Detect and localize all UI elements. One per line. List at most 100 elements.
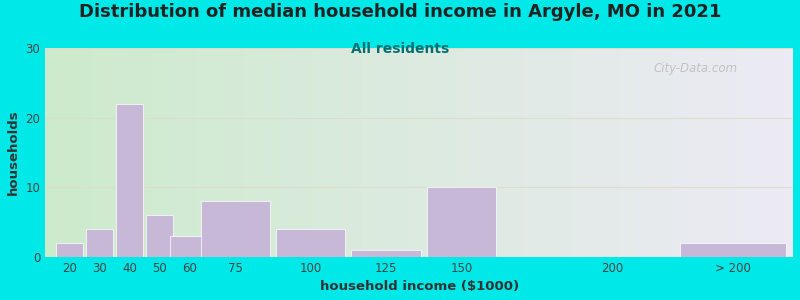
Bar [581, 48, 584, 256]
Bar [302, 48, 305, 256]
Bar [185, 48, 187, 256]
Bar [210, 48, 212, 256]
Bar [140, 48, 142, 256]
Bar [232, 48, 234, 256]
Bar [379, 48, 382, 256]
Bar [357, 48, 359, 256]
Bar [494, 48, 497, 256]
Bar [558, 48, 562, 256]
Bar [86, 229, 113, 256]
Bar [299, 48, 302, 256]
Bar [671, 48, 674, 256]
Bar [350, 48, 352, 256]
Bar [723, 48, 726, 256]
Bar [419, 48, 422, 256]
Bar [175, 48, 178, 256]
Bar [716, 48, 718, 256]
Bar [509, 48, 511, 256]
Bar [105, 48, 107, 256]
Bar [471, 48, 474, 256]
Bar [758, 48, 761, 256]
Bar [526, 48, 529, 256]
Bar [366, 48, 370, 256]
Bar [390, 48, 392, 256]
Bar [486, 48, 489, 256]
Bar [287, 48, 290, 256]
Bar [741, 48, 743, 256]
Bar [538, 48, 542, 256]
Bar [497, 48, 499, 256]
Bar [146, 215, 174, 256]
Bar [406, 48, 409, 256]
Bar [155, 48, 158, 256]
Bar [666, 48, 669, 256]
Bar [404, 48, 406, 256]
Bar [147, 48, 150, 256]
Bar [681, 48, 683, 256]
Bar [701, 48, 703, 256]
Bar [240, 48, 242, 256]
Bar [529, 48, 531, 256]
Bar [551, 48, 554, 256]
Bar [643, 48, 646, 256]
Bar [73, 48, 75, 256]
Bar [225, 48, 227, 256]
Bar [576, 48, 578, 256]
Bar [260, 48, 262, 256]
Bar [107, 48, 110, 256]
Bar [138, 48, 140, 256]
Bar [536, 48, 538, 256]
Bar [669, 48, 671, 256]
Bar [763, 48, 766, 256]
Bar [162, 48, 165, 256]
Bar [484, 48, 486, 256]
Bar [598, 48, 601, 256]
Bar [499, 48, 502, 256]
Bar [454, 48, 457, 256]
Bar [574, 48, 576, 256]
Bar [55, 48, 58, 256]
Bar [511, 48, 514, 256]
Bar [178, 48, 180, 256]
Bar [192, 48, 195, 256]
Bar [252, 48, 254, 256]
Bar [334, 48, 337, 256]
Text: Distribution of median household income in Argyle, MO in 2021: Distribution of median household income … [79, 3, 721, 21]
Bar [477, 48, 479, 256]
Bar [122, 48, 125, 256]
Bar [554, 48, 556, 256]
Bar [305, 48, 307, 256]
Bar [332, 48, 334, 256]
Bar [202, 48, 205, 256]
Bar [397, 48, 399, 256]
Bar [656, 48, 658, 256]
Bar [351, 250, 421, 256]
Bar [680, 243, 786, 256]
Bar [462, 48, 464, 256]
Bar [761, 48, 763, 256]
Bar [646, 48, 649, 256]
Bar [218, 48, 220, 256]
Bar [516, 48, 519, 256]
Bar [748, 48, 750, 256]
Bar [386, 48, 390, 256]
Bar [254, 48, 257, 256]
Bar [736, 48, 738, 256]
Bar [402, 48, 404, 256]
Bar [339, 48, 342, 256]
Bar [165, 48, 167, 256]
Bar [312, 48, 314, 256]
Bar [469, 48, 471, 256]
Bar [342, 48, 344, 256]
Bar [88, 48, 90, 256]
Bar [277, 48, 279, 256]
Bar [566, 48, 569, 256]
Bar [730, 48, 734, 256]
Bar [310, 48, 312, 256]
Bar [377, 48, 379, 256]
Bar [257, 48, 260, 256]
Bar [212, 48, 214, 256]
Bar [694, 48, 696, 256]
Bar [604, 48, 606, 256]
Bar [591, 48, 594, 256]
